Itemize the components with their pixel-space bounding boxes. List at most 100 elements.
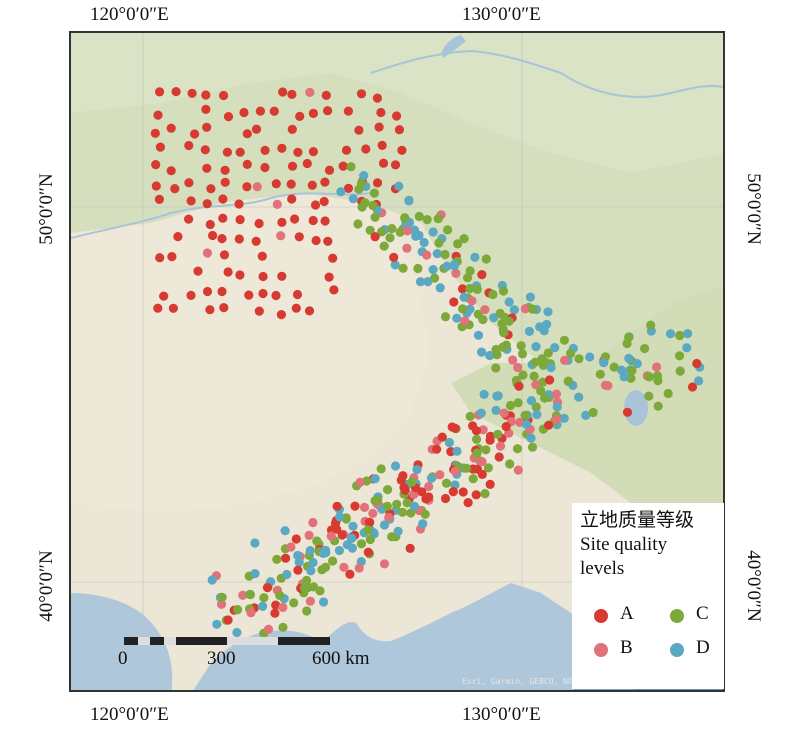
sample-point <box>457 284 468 294</box>
sample-point <box>290 214 300 224</box>
sample-point <box>536 386 546 396</box>
sample-point <box>532 409 542 420</box>
sample-point <box>184 214 194 224</box>
sample-point <box>505 400 516 411</box>
sample-point <box>276 310 286 320</box>
sample-point <box>337 530 347 540</box>
lat-label-right-upper: 50°0′0″N <box>743 173 764 245</box>
sample-point <box>483 463 493 473</box>
sample-point <box>369 188 379 198</box>
sample-point <box>354 563 364 573</box>
sample-point <box>372 93 382 103</box>
sample-point <box>538 377 548 387</box>
sample-point <box>491 405 501 415</box>
sample-point <box>390 160 401 170</box>
sample-point <box>258 271 268 282</box>
sample-point <box>480 305 490 315</box>
sample-point <box>413 263 423 274</box>
sample-point <box>551 389 561 399</box>
sample-point <box>472 434 482 444</box>
sample-point <box>258 288 268 299</box>
sample-point <box>286 542 296 552</box>
sample-point <box>287 161 298 171</box>
sample-point <box>470 252 480 262</box>
sample-point <box>281 553 291 563</box>
scale-label-300: 300 <box>207 648 236 669</box>
sample-point <box>437 432 447 442</box>
sample-point <box>471 490 481 500</box>
scale-bar-segment <box>227 637 278 645</box>
sample-point <box>304 306 315 316</box>
sample-point <box>242 159 252 169</box>
sample-point <box>501 340 511 350</box>
legend-dot-a <box>594 609 608 623</box>
legend-dot-b <box>594 643 608 657</box>
sample-point <box>306 566 316 576</box>
sample-point <box>356 178 367 188</box>
sample-point <box>452 313 462 323</box>
sample-point <box>202 122 212 132</box>
sample-point <box>599 358 609 368</box>
sample-point <box>305 546 315 556</box>
sample-point <box>166 166 176 176</box>
sample-point <box>550 343 560 353</box>
sample-point <box>190 129 200 139</box>
sample-point <box>348 194 358 204</box>
lat-label-right-lower: 40°0′0″N <box>743 550 764 622</box>
sample-point <box>440 312 451 322</box>
sample-point <box>407 477 417 487</box>
sample-point <box>276 231 286 241</box>
sample-point <box>694 376 704 386</box>
sample-point <box>385 233 395 243</box>
sample-point <box>376 107 386 118</box>
sample-point <box>428 227 438 237</box>
sample-point <box>218 194 228 204</box>
sample-point <box>543 348 553 358</box>
sample-point <box>432 444 442 454</box>
sample-point <box>320 177 330 187</box>
sample-point <box>287 89 297 99</box>
sample-point <box>289 598 299 608</box>
sample-point <box>259 593 269 603</box>
sample-point <box>324 272 334 282</box>
sample-point <box>184 178 194 188</box>
sample-point <box>491 363 501 373</box>
sample-point <box>302 158 312 169</box>
sample-point <box>341 145 352 155</box>
sample-point <box>332 501 342 511</box>
lat-label-left-upper: 50°0′0″N <box>36 173 57 245</box>
sample-point <box>263 624 274 634</box>
sample-point <box>159 291 169 301</box>
sample-point <box>359 502 370 512</box>
sample-point <box>414 211 424 221</box>
sample-point <box>453 239 463 249</box>
sample-point <box>302 575 312 586</box>
sample-point <box>447 422 457 432</box>
sample-point <box>219 250 230 260</box>
sample-point <box>302 606 312 616</box>
sample-point <box>392 499 402 509</box>
sample-point <box>492 350 502 360</box>
sample-point <box>260 162 270 173</box>
sample-point <box>422 250 432 260</box>
sample-point <box>245 590 255 600</box>
sea-bohai <box>193 583 624 690</box>
sample-point <box>595 369 605 379</box>
sample-point <box>378 158 389 168</box>
sample-point <box>308 557 318 568</box>
sample-point <box>624 353 634 363</box>
sample-point <box>529 371 539 381</box>
sample-point <box>411 231 421 241</box>
sample-point <box>258 601 268 612</box>
sample-point <box>581 410 591 420</box>
sample-point <box>278 602 288 613</box>
sample-point <box>170 184 180 194</box>
sample-point <box>368 508 378 518</box>
sample-point <box>255 106 265 116</box>
sample-point <box>422 215 432 225</box>
sample-point <box>208 230 218 241</box>
sample-point <box>328 556 338 566</box>
sample-point <box>619 372 629 382</box>
sample-point <box>588 407 598 418</box>
sample-point <box>468 421 478 431</box>
